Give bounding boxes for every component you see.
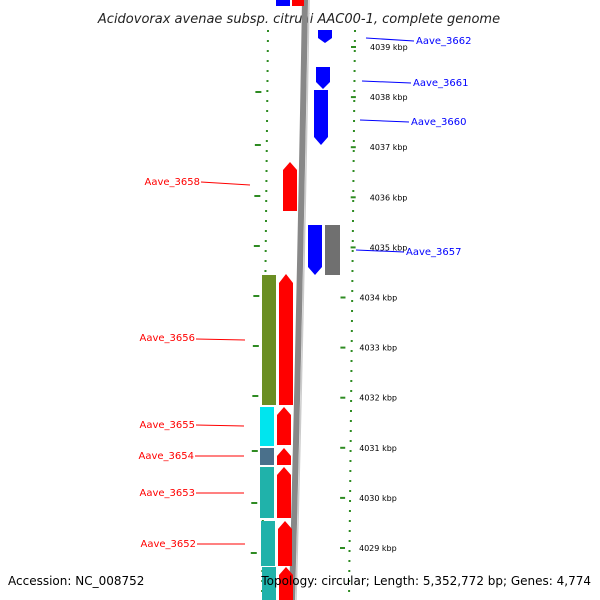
gene-label-aave-3653[interactable]: Aave_3653 bbox=[140, 488, 196, 499]
accession-text: Accession: NC_008752 bbox=[8, 574, 144, 588]
feature-aave-3654[interactable] bbox=[277, 448, 291, 465]
outer-tick-marks bbox=[340, 46, 356, 549]
axis-tick-label: 4033 kbp bbox=[359, 344, 397, 353]
gene-label-leader-line bbox=[361, 80, 412, 84]
gene-label-aave-3652[interactable]: Aave_3652 bbox=[141, 539, 197, 550]
gene-label-leader-line bbox=[365, 37, 415, 42]
genome-backbone-highlight bbox=[295, 0, 310, 600]
annotation-bar-aave-3652 bbox=[261, 521, 275, 566]
feature-aave-3660[interactable] bbox=[314, 90, 328, 145]
feature-aave-3657[interactable] bbox=[308, 225, 322, 275]
top-partial-blue-feature bbox=[276, 0, 290, 6]
genome-title: Acidovorax avenae subsp. citrulli AAC00-… bbox=[97, 12, 500, 27]
feature-partial-bottom bbox=[279, 567, 293, 600]
feature-aave-3656[interactable] bbox=[279, 274, 293, 405]
feature-aave-3661[interactable] bbox=[316, 67, 330, 89]
gene-label-leader-line bbox=[200, 181, 251, 186]
gene-label-aave-3661[interactable]: Aave_3661 bbox=[413, 78, 469, 89]
axis-tick-label: 4030 kbp bbox=[359, 494, 397, 503]
inner-tick-marks bbox=[250, 91, 262, 554]
gene-label-aave-3657[interactable]: Aave_3657 bbox=[406, 247, 462, 258]
annotation-bar-aave-3655 bbox=[260, 407, 274, 446]
genome-backbone bbox=[289, 0, 308, 600]
annotation-bar-aave-3654 bbox=[260, 448, 274, 465]
feature-aave-3655[interactable] bbox=[277, 407, 291, 445]
annotation-bar-aave-3653 bbox=[260, 467, 274, 518]
gene-label-leader-line bbox=[359, 119, 410, 123]
feature-aave-3658[interactable] bbox=[283, 162, 297, 211]
axis-tick-label: 4039 kbp bbox=[370, 43, 408, 52]
feature-aave-3662[interactable] bbox=[318, 30, 332, 43]
axis-tick-labels: 4039 kbp 4038 kbp 4037 kbp 4036 kbp 4035 kbp… bbox=[359, 43, 408, 553]
gene-label-aave-3660[interactable]: Aave_3660 bbox=[411, 117, 467, 128]
topology-text: Topology: circular; Length: 5,352,772 bp… bbox=[260, 574, 591, 588]
gene-label-aave-3655[interactable]: Aave_3655 bbox=[140, 420, 196, 431]
top-partial-red-feature bbox=[292, 0, 304, 6]
annotation-bar-partial-bottom bbox=[262, 567, 276, 600]
gene-label-leader-line bbox=[355, 249, 405, 253]
feature-aave-3653[interactable] bbox=[277, 467, 291, 518]
gene-label-aave-3656[interactable]: Aave_3656 bbox=[140, 333, 196, 344]
gene-label-aave-3654[interactable]: Aave_3654 bbox=[139, 451, 195, 462]
axis-tick-label: 4038 kbp bbox=[370, 93, 408, 102]
axis-tick-label: 4037 kbp bbox=[370, 143, 408, 152]
feature-aave-3652[interactable] bbox=[278, 521, 292, 566]
axis-tick-label: 4036 kbp bbox=[370, 193, 408, 202]
gene-label-leader-line bbox=[195, 338, 246, 341]
axis-tick-label: 4029 kbp bbox=[359, 544, 397, 553]
axis-tick-label: 4035 kbp bbox=[370, 243, 408, 252]
axis-tick-label: 4034 kbp bbox=[360, 294, 398, 303]
feature-aave-3657-annotation bbox=[325, 225, 340, 275]
gene-label-leader-line bbox=[195, 424, 245, 427]
gene-label-aave-3658[interactable]: Aave_3658 bbox=[145, 177, 201, 188]
gene-label-aave-3662[interactable]: Aave_3662 bbox=[416, 36, 472, 47]
outer-dotted-ring bbox=[348, 29, 356, 600]
annotation-bar-aave-3656 bbox=[262, 275, 276, 405]
gene-labels: Aave_3662 Aave_3661 Aave_3660 Aave_3658 Aave… bbox=[139, 36, 472, 550]
axis-tick-label: 4032 kbp bbox=[359, 394, 397, 403]
axis-tick-label: 4031 kbp bbox=[359, 444, 397, 453]
